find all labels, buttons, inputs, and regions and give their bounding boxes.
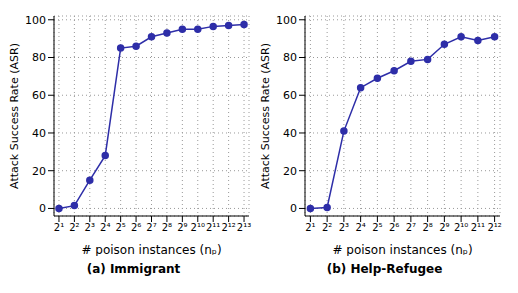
svg-text:2⁶: 2⁶ xyxy=(131,222,141,233)
svg-text:60: 60 xyxy=(32,89,46,102)
svg-text:2¹¹: 2¹¹ xyxy=(206,222,220,233)
svg-text:20: 20 xyxy=(32,165,46,178)
svg-text:# poison instances (nₚ): # poison instances (nₚ) xyxy=(81,243,221,256)
svg-text:2²: 2² xyxy=(69,222,79,233)
svg-text:2¹³: 2¹³ xyxy=(237,222,251,233)
svg-text:2¹¹: 2¹¹ xyxy=(471,222,485,233)
svg-text:100: 100 xyxy=(276,14,297,27)
svg-text:Attack Success Rate (ASR): Attack Success Rate (ASR) xyxy=(259,43,272,189)
svg-text:0: 0 xyxy=(39,202,46,215)
svg-text:2⁴: 2⁴ xyxy=(355,222,365,233)
svg-text:2¹: 2¹ xyxy=(305,222,315,233)
svg-text:2⁸: 2⁸ xyxy=(162,222,172,233)
svg-text:100: 100 xyxy=(25,14,46,27)
svg-text:2¹²: 2¹² xyxy=(487,222,501,233)
svg-text:2⁸: 2⁸ xyxy=(422,222,432,233)
html-text:(b) Help-Refugee: (b) Help-Refugee xyxy=(326,262,443,276)
svg-text:2⁴: 2⁴ xyxy=(100,222,110,233)
svg-text:2¹⁰: 2¹⁰ xyxy=(454,222,468,233)
svg-text:2⁵: 2⁵ xyxy=(115,222,125,233)
svg-text:2⁶: 2⁶ xyxy=(389,222,399,233)
svg-text:2¹²: 2¹² xyxy=(221,222,235,233)
svg-text:2¹: 2¹ xyxy=(54,222,64,233)
svg-text:80: 80 xyxy=(32,51,46,64)
svg-text:80: 80 xyxy=(283,51,297,64)
svg-text:20: 20 xyxy=(283,165,297,178)
svg-text:Attack Success Rate (ASR): Attack Success Rate (ASR) xyxy=(8,43,21,189)
svg-text:0: 0 xyxy=(290,202,297,215)
svg-text:60: 60 xyxy=(283,89,297,102)
svg-text:40: 40 xyxy=(283,127,297,140)
svg-text:2⁹: 2⁹ xyxy=(439,222,449,233)
svg-text:40: 40 xyxy=(32,127,46,140)
svg-text:2⁷: 2⁷ xyxy=(406,222,416,233)
svg-text:2³: 2³ xyxy=(85,222,95,233)
svg-text:2³: 2³ xyxy=(339,222,349,233)
svg-text:2⁹: 2⁹ xyxy=(177,222,187,233)
svg-text:# poison instances (nₚ): # poison instances (nₚ) xyxy=(332,243,472,256)
svg-text:2¹⁰: 2¹⁰ xyxy=(191,222,205,233)
svg-text:2⁵: 2⁵ xyxy=(372,222,382,233)
html-text:(a) Immigrant: (a) Immigrant xyxy=(86,262,181,276)
svg-text:2²: 2² xyxy=(322,222,332,233)
svg-text:2⁷: 2⁷ xyxy=(146,222,156,233)
